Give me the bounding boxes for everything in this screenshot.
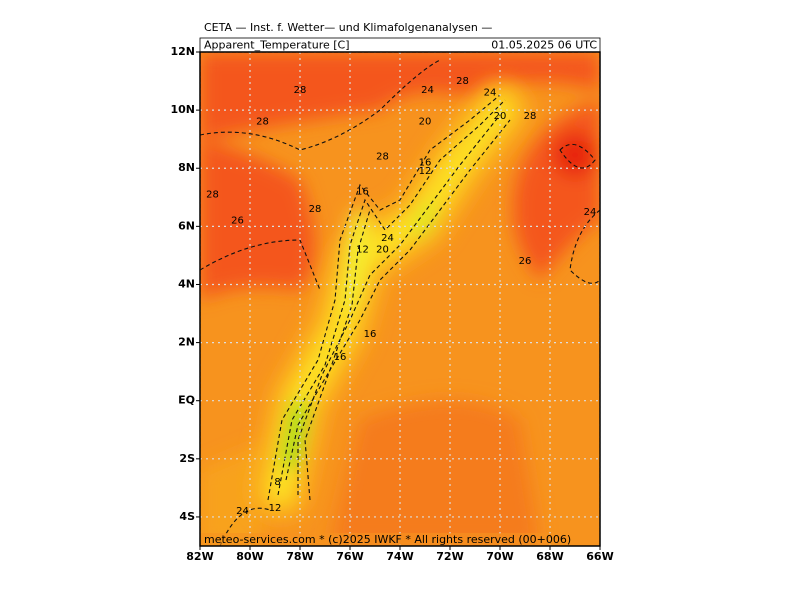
contour-label: 12: [356, 245, 369, 256]
variable: Apparent_Temperature [C]: [204, 39, 350, 52]
contour-label: 24: [484, 88, 497, 99]
contour-label: 28: [524, 111, 537, 122]
contour-label: 16: [356, 186, 369, 197]
contour-label: 26: [231, 216, 244, 227]
lat-tick-label: EQ: [178, 394, 195, 407]
contour-label: 26: [519, 256, 532, 267]
footer: meteo-services.com * (c)2025 IWKF * All …: [204, 533, 571, 546]
contour-label: 28: [309, 204, 322, 215]
contour-label: 12: [269, 503, 282, 514]
lat-tick-label: 4S: [179, 510, 195, 523]
lat-tick-label: 10N: [170, 103, 195, 116]
lon-tick-label: 68W: [536, 550, 563, 563]
lon-tick-label: 74W: [386, 550, 413, 563]
lon-tick-label: 70W: [486, 550, 513, 563]
lon-tick-label: 82W: [186, 550, 213, 563]
valid-time: 01.05.2025 06 UTC: [491, 39, 597, 52]
lon-tick-label: 76W: [336, 550, 363, 563]
title: CETA — Inst. f. Wetter— und Klimafolgena…: [204, 21, 492, 34]
contour-label: 24: [381, 233, 394, 244]
map-frame: [199, 51, 601, 547]
contour-label: 28: [256, 117, 269, 128]
lon-tick-label: 66W: [586, 550, 613, 563]
contours: [200, 59, 600, 546]
footer-band: [200, 533, 600, 546]
contour-label: 28: [294, 85, 307, 96]
contour-label: 20: [419, 117, 432, 128]
contour-label: 20: [376, 245, 389, 256]
contour-label: 16: [364, 329, 377, 340]
lon-tick-label: 72W: [436, 550, 463, 563]
contour-label: 28: [206, 189, 219, 200]
contour-label: 16: [419, 157, 432, 168]
contour-label: 12: [419, 166, 432, 177]
lon-tick-label: 78W: [286, 550, 313, 563]
contour-label: 24: [421, 85, 434, 96]
lat-tick-label: 12N: [170, 45, 195, 58]
lat-tick-label: 2S: [179, 452, 195, 465]
contour-label: 28: [456, 76, 469, 87]
contour-label: 24: [584, 207, 597, 218]
lat-tick-label: 4N: [178, 277, 195, 290]
contour-label: 24: [236, 506, 249, 517]
contour-label: 8: [274, 477, 280, 488]
contour-label: 16: [334, 352, 347, 363]
lat-tick-label: 8N: [178, 161, 195, 174]
lat-tick-label: 2N: [178, 336, 195, 349]
contour-label: 28: [376, 152, 389, 163]
lon-tick-label: 80W: [236, 550, 263, 563]
lat-tick-label: 6N: [178, 219, 195, 232]
contour-label: 20: [494, 111, 507, 122]
